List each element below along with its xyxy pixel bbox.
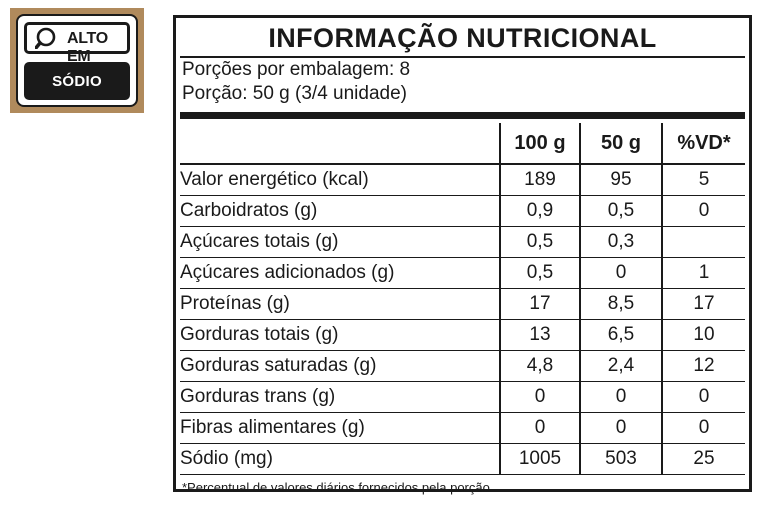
nutrient-label: Sódio (mg) — [180, 443, 500, 475]
table-row: Açúcares adicionados (g) 0,5 0 1 — [180, 257, 745, 289]
seal-top-text: ALTO EM — [67, 30, 108, 65]
nutrition-facts-panel: INFORMAÇÃO NUTRICIONAL Porções por embal… — [173, 15, 752, 495]
value-50g: 2,4 — [579, 350, 662, 382]
seal-top-band: ALTO EM — [24, 22, 130, 65]
column-header-100g: 100 g — [499, 123, 580, 165]
nutrient-label: Fibras alimentares (g) — [180, 412, 500, 444]
value-50g: 503 — [579, 443, 662, 475]
serving-size: Porção: 50 g (3/4 unidade) — [182, 83, 407, 104]
value-100g: 13 — [499, 319, 580, 351]
nutrient-label: Proteínas (g) — [180, 288, 500, 320]
thick-divider — [180, 112, 745, 119]
table-row: Sódio (mg) 1005 503 25 — [180, 443, 745, 475]
value-vd: 17 — [661, 288, 745, 320]
table-row: Gorduras saturadas (g) 4,8 2,4 12 — [180, 350, 745, 382]
value-vd: 12 — [661, 350, 745, 382]
value-50g: 0,3 — [579, 226, 662, 258]
high-sodium-seal: ALTO EM SÓDIO — [10, 8, 144, 113]
value-50g: 95 — [579, 164, 662, 196]
column-header-label — [180, 123, 500, 165]
value-50g: 0,5 — [579, 195, 662, 227]
value-vd: 10 — [661, 319, 745, 351]
value-100g: 0 — [499, 381, 580, 413]
footnote: *Percentual de valores diários fornecido… — [182, 480, 494, 495]
title-divider — [180, 56, 745, 58]
value-vd: 0 — [661, 412, 745, 444]
nutrient-label: Açúcares totais (g) — [180, 226, 500, 258]
servings-per-package: Porções por embalagem: 8 — [182, 59, 411, 80]
table-row: Proteínas (g) 17 8,5 17 — [180, 288, 745, 320]
value-100g: 0 — [499, 412, 580, 444]
table-row: Açúcares totais (g) 0,5 0,3 — [180, 226, 745, 258]
table-row: Gorduras trans (g) 0 0 0 — [180, 381, 745, 413]
value-vd: 0 — [661, 195, 745, 227]
value-100g: 17 — [499, 288, 580, 320]
value-100g: 0,5 — [499, 257, 580, 289]
column-header-50g: 50 g — [579, 123, 662, 165]
panel-title: INFORMAÇÃO NUTRICIONAL — [268, 23, 657, 53]
value-50g: 0 — [579, 381, 662, 413]
table-row: Fibras alimentares (g) 0 0 0 — [180, 412, 745, 444]
value-vd: 0 — [661, 381, 745, 413]
nutrient-label: Carboidratos (g) — [180, 195, 500, 227]
value-100g: 0,5 — [499, 226, 580, 258]
magnifying-glass-icon — [35, 27, 56, 49]
value-50g: 6,5 — [579, 319, 662, 351]
nutrient-label: Açúcares adicionados (g) — [180, 257, 500, 289]
table-row: Gorduras totais (g) 13 6,5 10 — [180, 319, 745, 351]
value-vd: 25 — [661, 443, 745, 475]
value-100g: 4,8 — [499, 350, 580, 382]
value-vd: 1 — [661, 257, 745, 289]
value-vd: 5 — [661, 164, 745, 196]
nutrient-label: Valor energético (kcal) — [180, 164, 500, 196]
nutrient-label: Gorduras saturadas (g) — [180, 350, 500, 382]
value-100g: 0,9 — [499, 195, 580, 227]
table-row: Valor energético (kcal) 189 95 5 — [180, 164, 745, 196]
value-50g: 8,5 — [579, 288, 662, 320]
nutrient-label: Gorduras trans (g) — [180, 381, 500, 413]
nutrient-label: Gorduras totais (g) — [180, 319, 500, 351]
value-vd — [661, 226, 745, 258]
value-50g: 0 — [579, 257, 662, 289]
value-100g: 189 — [499, 164, 580, 196]
table-row: Carboidratos (g) 0,9 0,5 0 — [180, 195, 745, 227]
nutrition-table: 100 g 50 g %VD* Valor energético (kcal) … — [180, 123, 745, 475]
seal-inner: ALTO EM SÓDIO — [16, 14, 138, 107]
value-50g: 0 — [579, 412, 662, 444]
column-header-vd: %VD* — [661, 123, 745, 165]
value-100g: 1005 — [499, 443, 580, 475]
table-header-row: 100 g 50 g %VD* — [180, 123, 745, 165]
seal-bottom-text: SÓDIO — [24, 62, 130, 100]
